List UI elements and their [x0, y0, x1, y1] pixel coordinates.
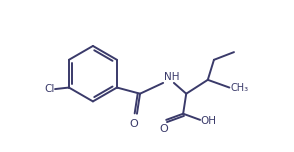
Text: O: O [160, 124, 168, 134]
Text: Cl: Cl [44, 84, 54, 94]
Text: CH₃: CH₃ [230, 83, 248, 93]
Text: O: O [129, 119, 138, 129]
Text: NH: NH [164, 72, 179, 82]
Text: OH: OH [201, 116, 217, 126]
